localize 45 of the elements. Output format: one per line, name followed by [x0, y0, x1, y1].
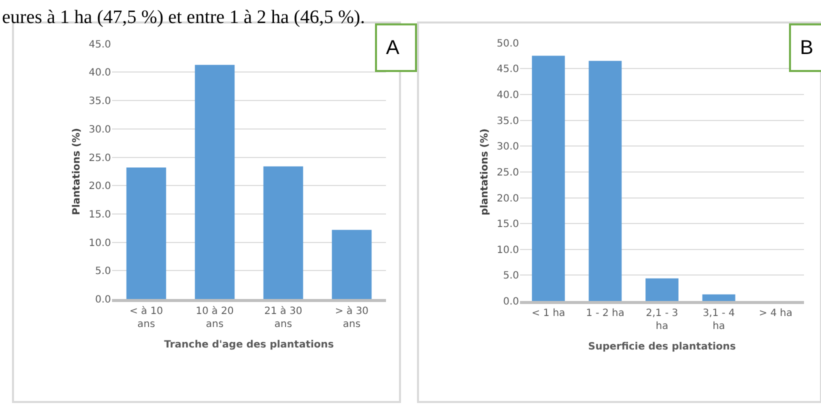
annotation: B — [800, 37, 814, 59]
y-tick-label: 15.0 — [496, 219, 519, 230]
y-tick-label: 45.0 — [496, 64, 519, 76]
x-tick-label: < 1 ha — [532, 308, 566, 320]
x-tick-label: 2,1 - 3 ha — [646, 308, 678, 332]
y-tick-label: 5.0 — [95, 266, 111, 278]
x-tick-label: > à 30 ans — [334, 306, 369, 330]
bar — [646, 278, 678, 302]
annotation: A — [386, 37, 400, 59]
y-tick-label: 0.0 — [95, 294, 111, 306]
x-tick-label: 3,1 - 4 ha — [702, 308, 735, 332]
bar — [332, 230, 372, 300]
y-tick-label: 20.0 — [88, 181, 111, 192]
x-tick-label: > 4 ha — [758, 308, 792, 320]
bar — [702, 294, 736, 302]
y-tick-label: 40.0 — [88, 68, 111, 79]
x-tick-label: 1 - 2 ha — [586, 308, 624, 320]
x-tick-label: < à 10 ans — [129, 306, 164, 330]
y-tick-label: 35.0 — [88, 96, 111, 108]
x-tick-label: 21 à 30 ans — [264, 306, 302, 330]
y-tick-label: 15.0 — [88, 210, 111, 221]
y-tick-label: 10.0 — [88, 238, 111, 249]
bar — [126, 167, 166, 300]
x-axis-title: Superficie des plantations — [588, 342, 736, 353]
bar — [194, 64, 235, 300]
bar — [588, 60, 622, 302]
x-axis-title: Tranche d'age des plantations — [164, 340, 334, 351]
bar — [263, 166, 304, 300]
y-tick-label: 30.0 — [88, 124, 111, 136]
y-tick-label: 50.0 — [496, 38, 519, 50]
y-tick-label: 25.0 — [496, 167, 519, 178]
y-tick-label: 35.0 — [496, 116, 519, 127]
y-tick-label: 45.0 — [88, 39, 111, 50]
y-tick-label: 30.0 — [496, 142, 519, 153]
y-axis-title: plantations (%) — [480, 128, 491, 216]
bar — [532, 56, 565, 302]
y-tick-label: 25.0 — [88, 152, 111, 164]
y-tick-label: 0.0 — [503, 296, 519, 308]
x-tick-label: 10 à 20 ans — [196, 306, 234, 330]
y-tick-label: 5.0 — [503, 270, 519, 282]
text: eures à 1 ha (47,5 %) et entre 1 à 2 ha (46,5 %). — [2, 7, 365, 28]
y-axis-title: Plantations (%) — [72, 128, 83, 215]
y-tick-label: 10.0 — [496, 244, 519, 256]
y-tick-label: 20.0 — [496, 193, 519, 204]
y-tick-label: 40.0 — [496, 90, 519, 101]
